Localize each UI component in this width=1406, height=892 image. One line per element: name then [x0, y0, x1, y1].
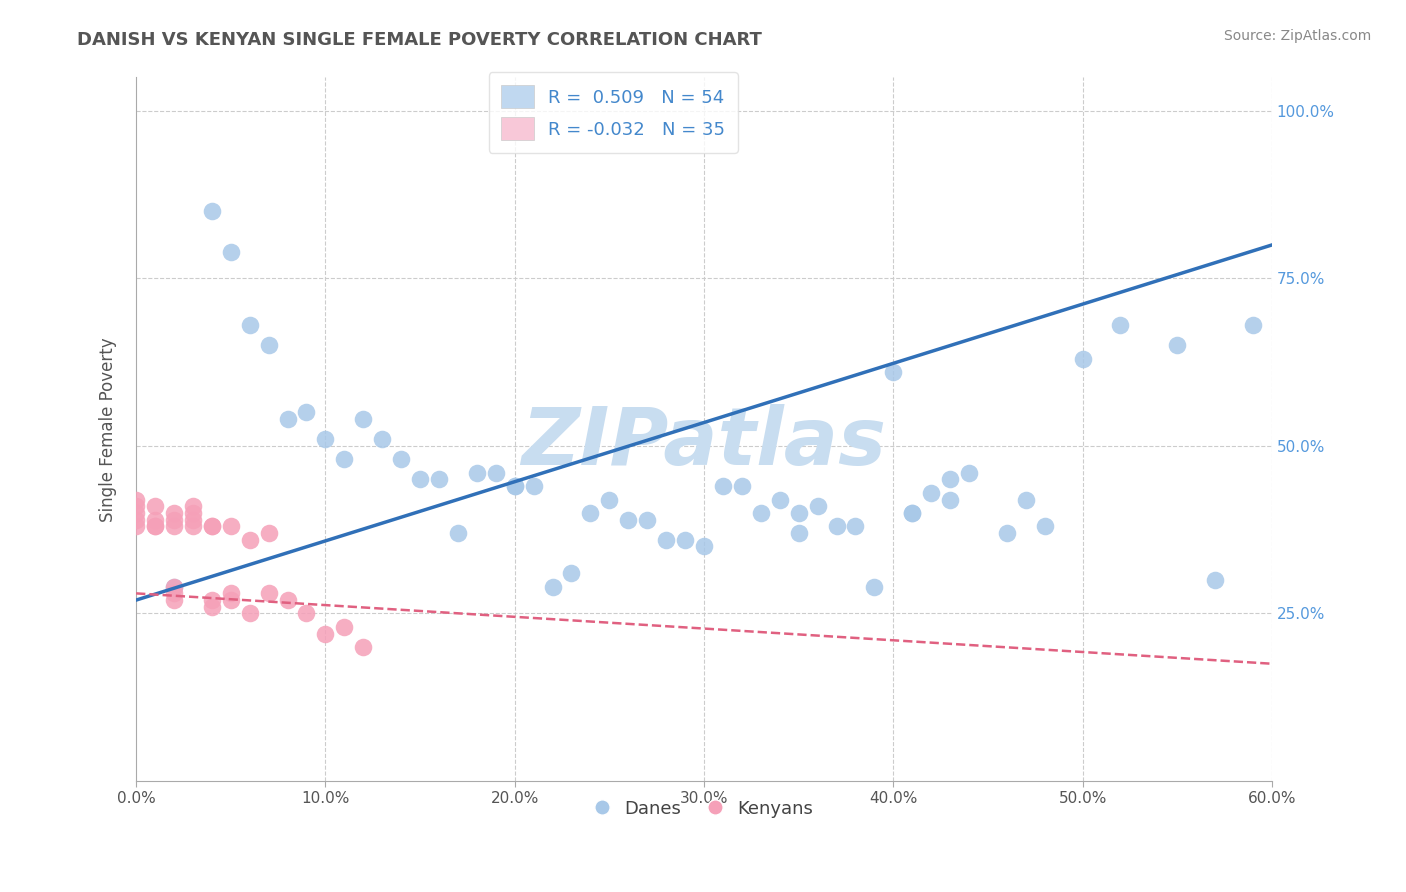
Point — [1015, 492, 1038, 507]
Point — [427, 473, 450, 487]
Point — [201, 593, 224, 607]
Point — [163, 580, 186, 594]
Point — [465, 466, 488, 480]
Point — [1166, 338, 1188, 352]
Point — [617, 513, 640, 527]
Point — [314, 432, 336, 446]
Point — [598, 492, 620, 507]
Point — [389, 452, 412, 467]
Point — [352, 640, 374, 654]
Point — [219, 519, 242, 533]
Point — [125, 500, 148, 514]
Point — [125, 492, 148, 507]
Point — [239, 318, 262, 333]
Point — [163, 586, 186, 600]
Point — [503, 479, 526, 493]
Text: ZIPatlas: ZIPatlas — [522, 404, 887, 483]
Point — [219, 593, 242, 607]
Point — [143, 513, 166, 527]
Point — [201, 599, 224, 614]
Point — [1033, 519, 1056, 533]
Point — [939, 492, 962, 507]
Point — [447, 526, 470, 541]
Point — [825, 519, 848, 533]
Point — [181, 500, 204, 514]
Point — [1071, 351, 1094, 366]
Point — [201, 204, 224, 219]
Point — [863, 580, 886, 594]
Point — [749, 506, 772, 520]
Point — [163, 580, 186, 594]
Point — [163, 513, 186, 527]
Point — [901, 506, 924, 520]
Point — [1241, 318, 1264, 333]
Point — [143, 519, 166, 533]
Point — [201, 519, 224, 533]
Point — [201, 519, 224, 533]
Point — [882, 365, 904, 379]
Point — [636, 513, 658, 527]
Point — [371, 432, 394, 446]
Point — [1109, 318, 1132, 333]
Point — [219, 244, 242, 259]
Point — [503, 479, 526, 493]
Point — [787, 526, 810, 541]
Point — [181, 506, 204, 520]
Point — [257, 526, 280, 541]
Point — [163, 506, 186, 520]
Point — [957, 466, 980, 480]
Point — [239, 607, 262, 621]
Point — [693, 540, 716, 554]
Point — [125, 513, 148, 527]
Text: DANISH VS KENYAN SINGLE FEMALE POVERTY CORRELATION CHART: DANISH VS KENYAN SINGLE FEMALE POVERTY C… — [77, 31, 762, 49]
Point — [769, 492, 792, 507]
Point — [181, 519, 204, 533]
Point — [163, 519, 186, 533]
Y-axis label: Single Female Poverty: Single Female Poverty — [100, 337, 117, 522]
Text: Source: ZipAtlas.com: Source: ZipAtlas.com — [1223, 29, 1371, 43]
Point — [844, 519, 866, 533]
Point — [277, 412, 299, 426]
Point — [295, 607, 318, 621]
Point — [163, 593, 186, 607]
Point — [901, 506, 924, 520]
Point — [673, 533, 696, 547]
Point — [711, 479, 734, 493]
Point — [485, 466, 508, 480]
Point — [806, 500, 828, 514]
Point — [920, 486, 942, 500]
Point — [257, 586, 280, 600]
Point — [409, 473, 432, 487]
Point — [352, 412, 374, 426]
Point — [995, 526, 1018, 541]
Point — [731, 479, 754, 493]
Point — [787, 506, 810, 520]
Point — [560, 566, 582, 581]
Legend: Danes, Kenyans: Danes, Kenyans — [588, 792, 820, 825]
Point — [295, 405, 318, 419]
Point — [239, 533, 262, 547]
Point — [125, 506, 148, 520]
Point — [333, 452, 356, 467]
Point — [333, 620, 356, 634]
Point — [523, 479, 546, 493]
Point — [277, 593, 299, 607]
Point — [257, 338, 280, 352]
Point — [655, 533, 678, 547]
Point — [541, 580, 564, 594]
Point — [1204, 573, 1226, 587]
Point — [125, 519, 148, 533]
Point — [579, 506, 602, 520]
Point — [314, 626, 336, 640]
Point — [143, 500, 166, 514]
Point — [939, 473, 962, 487]
Point — [143, 519, 166, 533]
Point — [219, 586, 242, 600]
Point — [181, 513, 204, 527]
